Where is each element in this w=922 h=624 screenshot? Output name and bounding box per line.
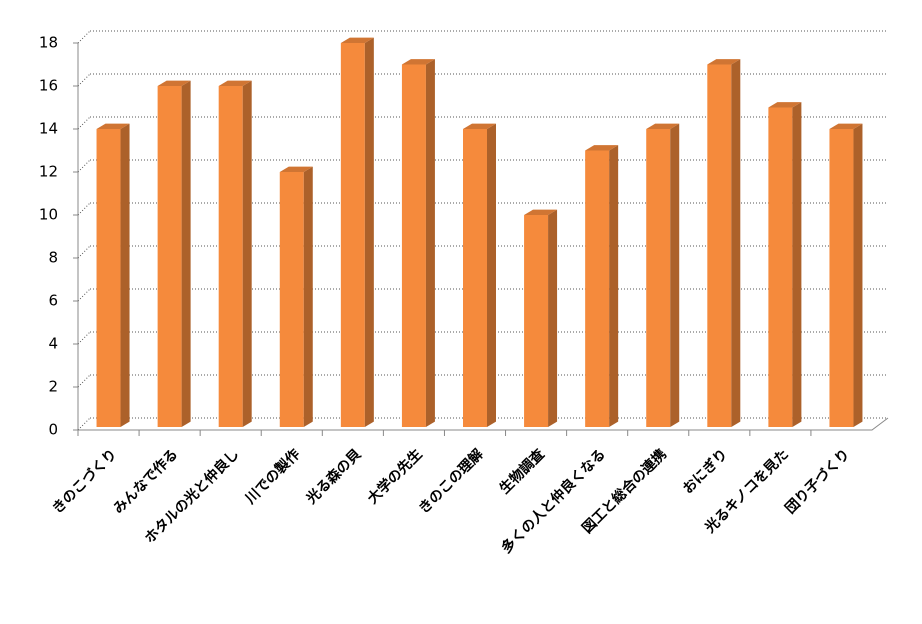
- bar-side: [120, 123, 130, 427]
- x-tick-label: きのこづくり: [49, 446, 120, 517]
- bar-front: [96, 129, 121, 427]
- y-tick-label: 8: [48, 249, 58, 267]
- grid-line: [77, 331, 91, 345]
- bar-front: [829, 129, 854, 427]
- grid-line: [77, 73, 91, 87]
- bar-side: [853, 123, 863, 427]
- bar-top: [585, 145, 619, 151]
- bar-side: [181, 80, 191, 427]
- bar: [463, 123, 496, 427]
- bar-side: [792, 102, 802, 427]
- x-tick-label: 光る森の貝: [302, 446, 364, 508]
- y-tick-label: 10: [39, 206, 58, 224]
- bar-side: [364, 37, 374, 427]
- x-tick-label: 大学の先生: [364, 446, 426, 508]
- bar: [768, 102, 802, 427]
- bar: [157, 80, 191, 427]
- bar: [340, 37, 374, 427]
- bar-side: [487, 123, 496, 427]
- bar-side: [425, 59, 435, 427]
- grid-line: [77, 374, 91, 388]
- x-tick-label: 多くの人と仲良くなる: [498, 446, 609, 557]
- bar: [707, 59, 741, 427]
- bar-front: [524, 215, 549, 427]
- bar-top: [829, 123, 863, 129]
- y-tick-label: 16: [39, 77, 58, 95]
- bar-front: [463, 129, 487, 427]
- bar-side: [670, 123, 680, 427]
- grid-line: [77, 159, 91, 173]
- bar-top: [768, 102, 802, 108]
- bar: [401, 59, 435, 427]
- bar-top: [157, 80, 191, 86]
- bar: [585, 145, 619, 427]
- grid-line: [77, 30, 91, 44]
- bar-front: [279, 172, 304, 427]
- bar-front: [585, 150, 610, 427]
- y-tick-label: 14: [39, 120, 58, 138]
- y-tick-label: 6: [48, 292, 58, 310]
- bar-side: [303, 166, 313, 427]
- bar-top: [340, 37, 374, 43]
- bar-front: [218, 86, 243, 427]
- x-tick-label: 生物調査: [496, 445, 548, 497]
- bar-top: [463, 123, 496, 129]
- y-tick-label: 4: [48, 335, 58, 353]
- grid-line: [77, 116, 91, 130]
- x-tick-label: 団り子づくり: [782, 446, 853, 517]
- bar-top: [524, 209, 558, 215]
- x-tick-label: おにぎり: [679, 446, 731, 498]
- grid-line: [77, 245, 91, 259]
- bar-top: [646, 123, 680, 129]
- bar-front: [401, 64, 426, 427]
- grid-line: [77, 417, 91, 431]
- bar-front: [646, 129, 671, 427]
- grid-line: [77, 202, 91, 216]
- y-tick-label: 2: [48, 378, 58, 396]
- axis-line: [77, 43, 889, 431]
- bar-top: [401, 59, 435, 65]
- bar-side: [242, 80, 252, 427]
- bar-front: [707, 64, 732, 427]
- grid-line: [77, 288, 91, 302]
- bar-side: [548, 209, 558, 427]
- bar-side: [731, 59, 741, 427]
- y-tick-label: 0: [48, 421, 58, 439]
- x-tick-label: きのこの理解: [415, 446, 486, 517]
- x-tick-label: 川での製作: [241, 446, 303, 508]
- bar-side: [609, 145, 619, 427]
- bar-top: [218, 80, 252, 86]
- bar: [279, 166, 313, 427]
- bar-front: [768, 107, 793, 427]
- bar-front: [157, 86, 182, 427]
- bar: [218, 80, 252, 427]
- bar-front: [340, 43, 365, 427]
- bar: [646, 123, 680, 427]
- bar: [829, 123, 863, 427]
- bar-top: [279, 166, 313, 172]
- bar-top: [707, 59, 741, 65]
- bar: [524, 209, 558, 427]
- y-tick-label: 12: [39, 163, 58, 181]
- y-tick-label: 18: [39, 34, 58, 52]
- bar: [96, 123, 130, 427]
- bar-top: [96, 123, 130, 129]
